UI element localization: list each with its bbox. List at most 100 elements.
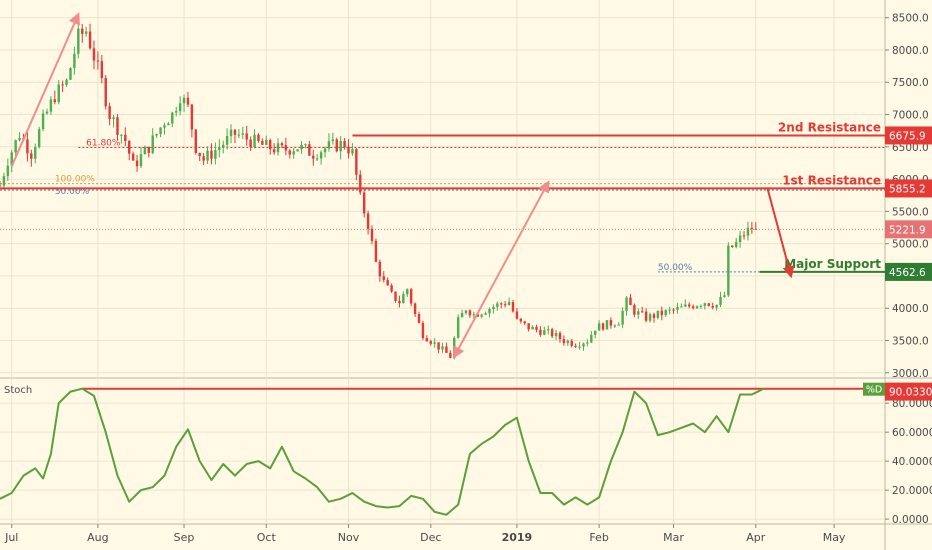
time-axis[interactable]: Jul Aug Sep Oct Nov Dec 2019 Feb Mar Apr May (4, 524, 846, 544)
candle-body (186, 97, 190, 105)
candle-body (637, 311, 640, 315)
fib-label: 50.00% (658, 263, 693, 273)
candle-body (519, 318, 523, 322)
time-tick-label: Apr (746, 531, 766, 544)
level-name: Major Support (784, 257, 881, 271)
candle-body (621, 310, 624, 325)
candle-body (699, 305, 703, 307)
candle-body (315, 158, 319, 160)
candle-body (202, 156, 205, 161)
candle-body (104, 78, 107, 107)
candle-body (167, 123, 170, 126)
candle-body (37, 129, 41, 148)
candle-body (676, 307, 679, 310)
time-tick-label: Dec (420, 531, 441, 544)
candle-body (159, 127, 162, 134)
candle-body (155, 133, 158, 136)
candle-body (715, 304, 718, 308)
candle-body (601, 323, 605, 330)
candle-body (53, 99, 57, 103)
candle-body (746, 227, 750, 236)
candle-body (69, 68, 72, 80)
candle-body (253, 134, 256, 148)
candle-body (535, 326, 538, 330)
candle-body (496, 303, 499, 307)
time-tick-label: Sep (174, 531, 195, 544)
candle-body (409, 289, 413, 304)
candle-body (296, 149, 299, 152)
candle-body (421, 322, 425, 339)
candle-body (523, 321, 526, 324)
price-axis[interactable]: 3000.03500.04000.04500.05000.05500.06000… (885, 13, 932, 380)
candle-body (128, 141, 131, 154)
candle-body (406, 289, 409, 295)
candle-body (527, 323, 530, 330)
candle-body (323, 148, 327, 153)
candle-body (147, 146, 151, 153)
candle-body (92, 48, 96, 61)
stoch-pane[interactable]: Stoch %D (0, 382, 885, 516)
candle-body (394, 291, 397, 301)
candle-body (175, 111, 178, 113)
candle-body (65, 79, 68, 85)
candle-body (45, 111, 49, 114)
time-tick-label: Jul (4, 531, 18, 544)
candle-body (6, 165, 10, 177)
price-tick-label: 5500.0 (892, 206, 929, 218)
candle-body (233, 129, 237, 135)
candle-body (554, 332, 558, 337)
candle-body (402, 294, 405, 304)
candle-body (531, 326, 534, 330)
candle-body (456, 317, 460, 338)
candle-body (10, 152, 13, 166)
candle-body (605, 320, 609, 330)
candle-body (738, 235, 742, 243)
current-price-label: 5221.9 (889, 224, 926, 236)
candle-body (425, 338, 429, 342)
candle-body (218, 147, 221, 151)
candle-body (590, 334, 593, 343)
candle-body (652, 314, 656, 318)
stoch-tick-label: 60.0000 (892, 427, 932, 439)
candle-body (265, 140, 268, 145)
candle-body (339, 141, 342, 152)
candle-body (276, 143, 280, 153)
candle-body (88, 31, 92, 49)
candle-body (198, 152, 201, 157)
candle-body (331, 139, 335, 142)
candle-body (382, 276, 385, 280)
candle-body (664, 310, 667, 316)
candle-body (0, 185, 2, 187)
candle-body (206, 150, 209, 161)
candle-body (57, 84, 60, 103)
time-tick-label: Feb (589, 531, 608, 544)
candle-body (292, 151, 295, 155)
candle-body (734, 242, 738, 248)
price-tick-label: 8000.0 (892, 45, 929, 57)
candle-body (359, 174, 362, 193)
candle-body (539, 329, 542, 335)
stoch-tick-label: 40.0000 (892, 456, 932, 468)
candle-body (347, 146, 350, 154)
candle-body (684, 304, 687, 307)
candle-body (304, 144, 307, 146)
candle-body (14, 140, 17, 153)
candle-body (41, 113, 45, 130)
candle-body (398, 300, 401, 304)
time-tick-label: Oct (257, 531, 277, 544)
candle-body (374, 240, 378, 262)
price-pane[interactable]: 61.80% 100.00% 50.00% 50.00% 2nd Resistance 1… (0, 12, 885, 360)
candle-body (84, 31, 88, 34)
candle-body (2, 176, 6, 186)
candle-body (261, 140, 264, 145)
candle-body (727, 245, 730, 296)
candle-body (472, 314, 476, 316)
candle-body (335, 139, 338, 152)
stoch-axis[interactable]: 0.0000 20.0000 40.0000 60.0000 80.000090.033… (885, 382, 932, 527)
candle-body (511, 302, 515, 312)
candle-body (660, 310, 664, 316)
candle-body (135, 160, 139, 167)
candle-body (582, 343, 585, 347)
candle-body (237, 134, 241, 136)
time-tick-label: Mar (663, 531, 684, 544)
